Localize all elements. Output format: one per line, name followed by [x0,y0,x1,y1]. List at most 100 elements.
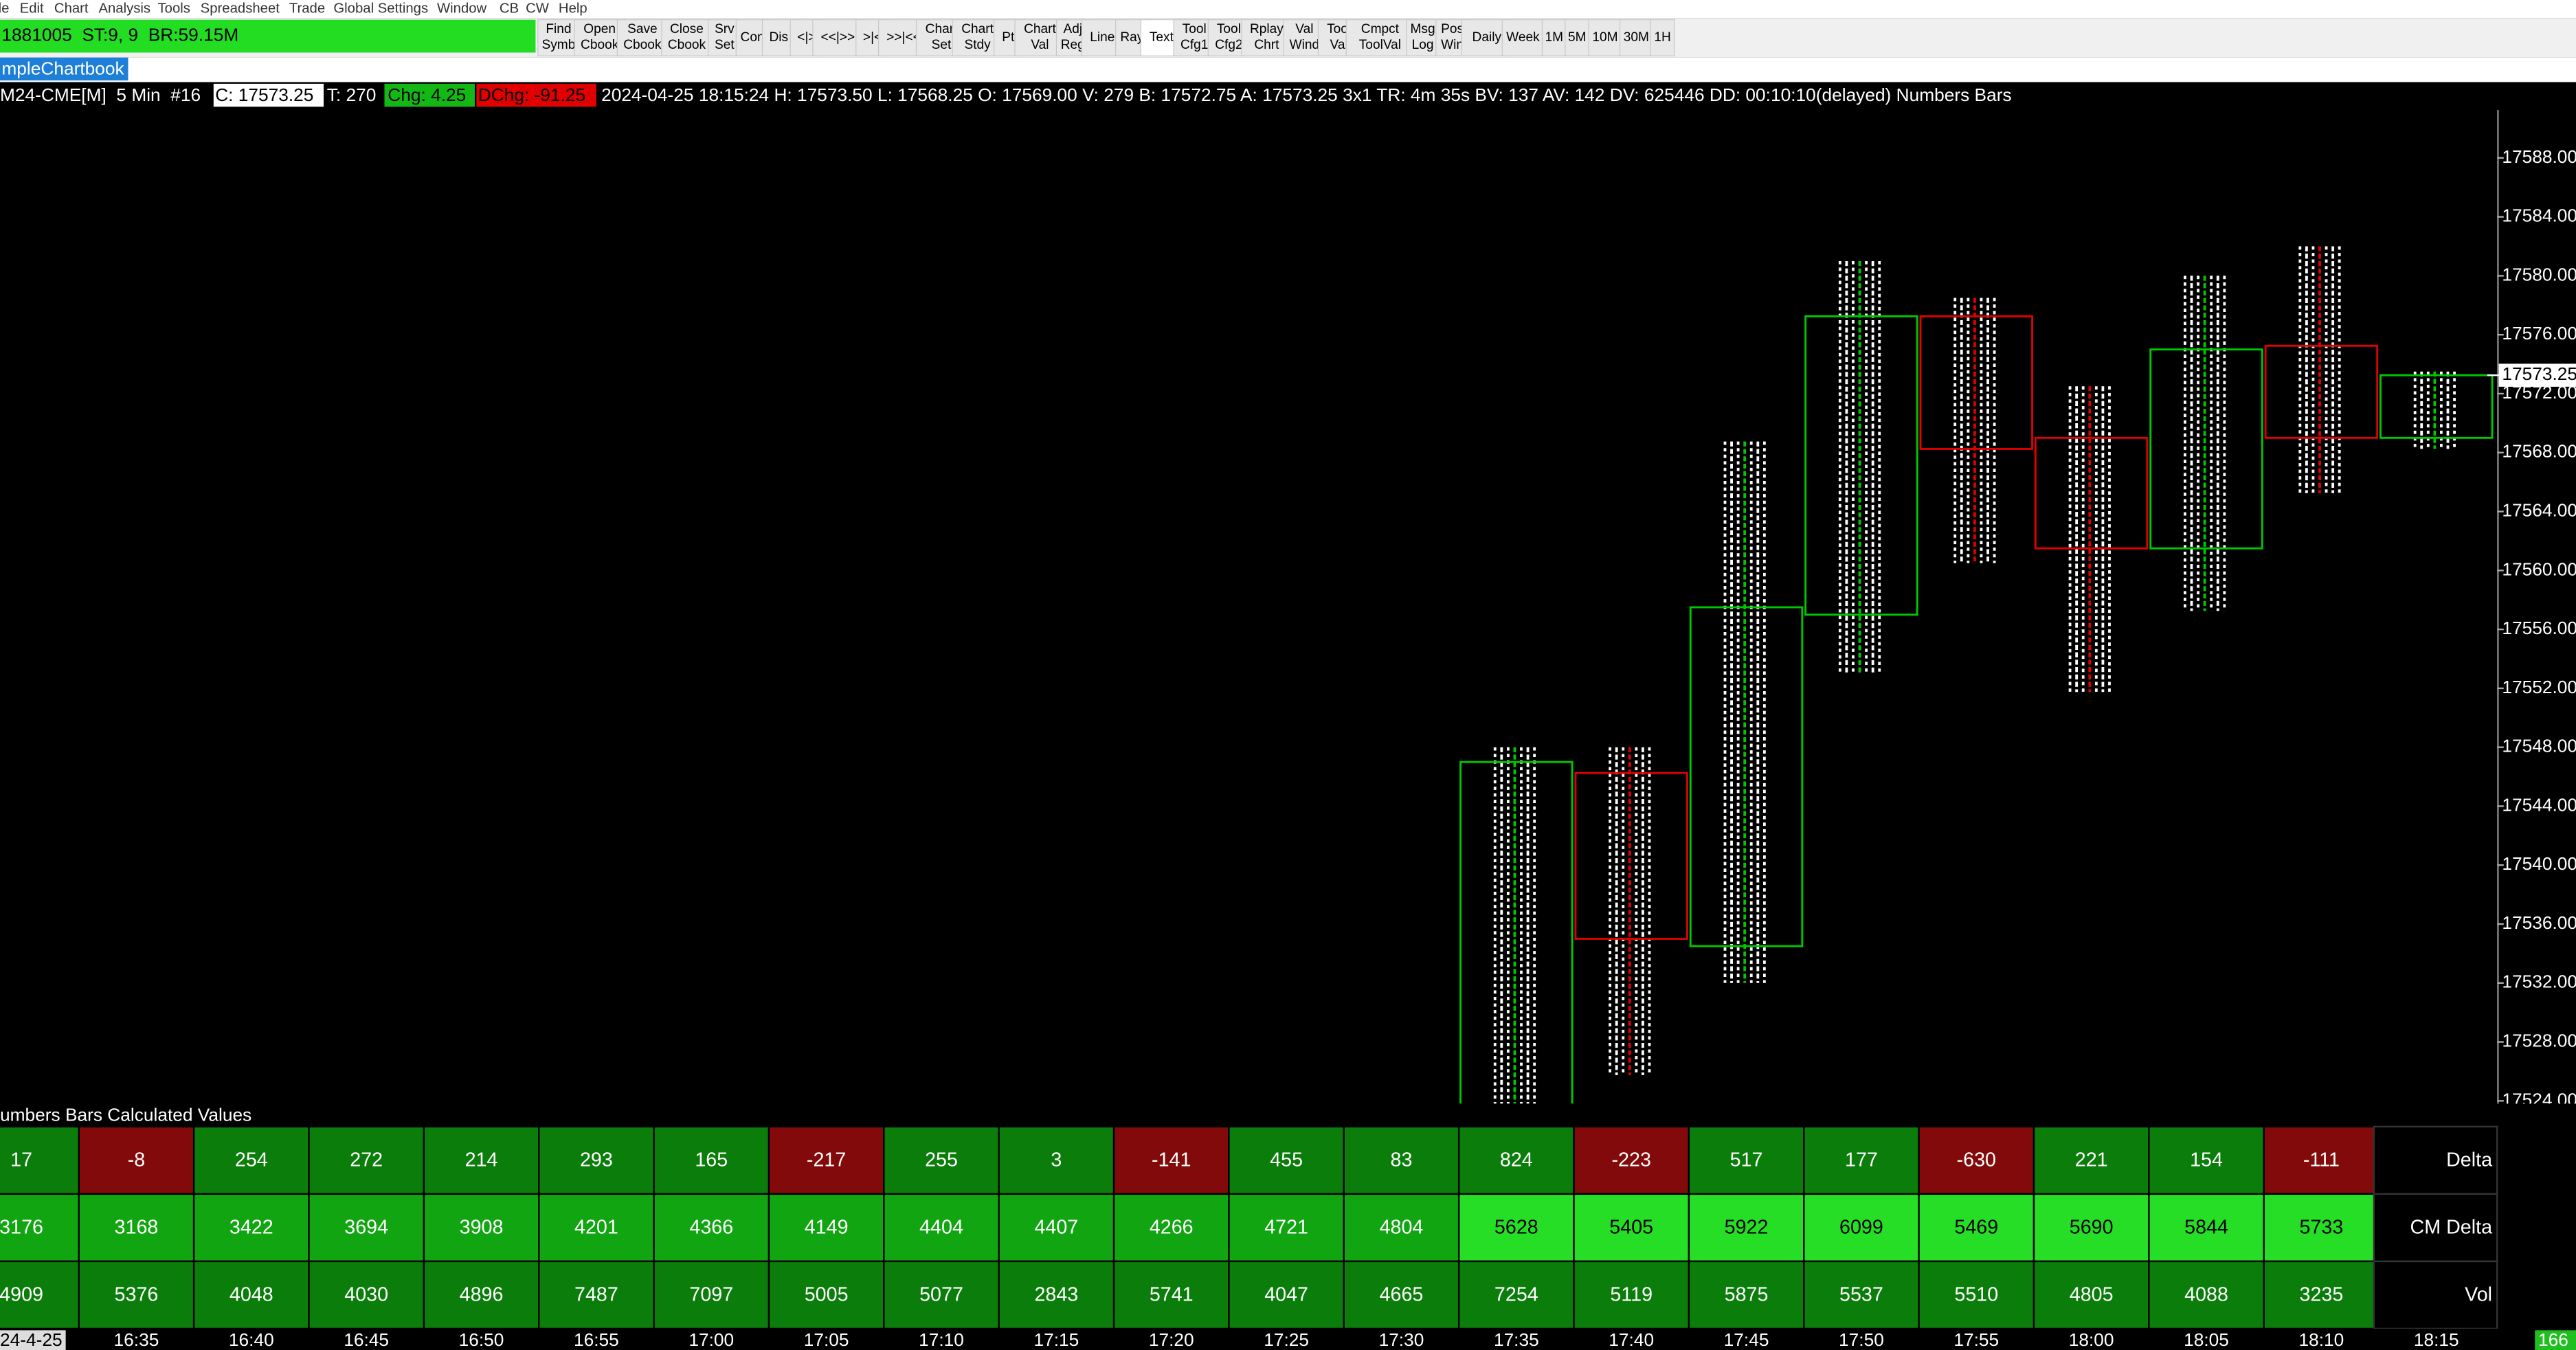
toolbar-button-label[interactable]: Text [1150,30,1174,45]
menu-item[interactable]: Chart [54,1,89,16]
menu-item[interactable]: Help [559,1,587,16]
menu-item[interactable]: CB [500,1,519,16]
menu-item[interactable]: le [0,1,9,16]
toolbar-button-label[interactable]: Chrt [1254,38,1279,52]
y-tick-label: 17588.00 [2502,146,2576,167]
toolbar-button-label[interactable]: Cfg1 [1180,38,1208,52]
toolbar-button-label[interactable]: 5M [1568,30,1587,45]
plot-area [1459,246,2494,1104]
table-cell-value: 5844 [2184,1217,2228,1239]
toolbar-button-label[interactable]: 1H [1654,30,1670,45]
toolbar-button-label[interactable]: Val [1330,38,1348,52]
table-cell-value: 254 [235,1149,268,1171]
toolbar-button-label[interactable]: Srv [715,22,735,36]
toolbar-button-label[interactable]: Dis [770,30,789,45]
toolbar-button-label[interactable]: 10M [1592,30,1617,45]
menu-item[interactable]: Edit [20,1,44,16]
toolbar-button-label[interactable]: Symb [541,38,575,52]
toolbar-button[interactable] [1501,19,1545,56]
x-tick-label: 17:30 [1379,1329,1424,1350]
toolbar-button-label[interactable]: Chart [961,22,994,36]
toolbar-button[interactable] [812,19,864,56]
table-cell [423,1260,540,1330]
y-tick-label: 17584.00 [2502,205,2576,226]
toolbar-button-label[interactable]: Set [715,38,735,52]
table-cell-value: 4407 [1034,1217,1078,1239]
toolbar-button-label[interactable]: Wind [1290,38,1320,52]
y-tick-label: 17568.00 [2502,441,2576,462]
toolbar-button-label[interactable]: >>|<< [886,30,921,45]
header-ticks: T: 270 [327,85,377,105]
toolbar-button-label[interactable]: <|> [797,30,816,45]
toolbar-button-label[interactable]: >|< [863,30,882,45]
toolbar-button-label[interactable]: Daily [1472,30,1502,45]
toolbar-button[interactable] [1345,19,1415,56]
table-cell [883,1125,1000,1195]
menu-item[interactable]: CW [526,1,550,16]
y-tick-label: 17544.00 [2502,794,2576,815]
toolbar-button-label[interactable]: Pos [1441,22,1464,36]
menu-item[interactable]: Analysis [98,1,150,16]
table-cell-value: 4088 [2184,1284,2228,1306]
toolbar-button-label[interactable]: Adj [1063,22,1082,36]
toolbar-button[interactable] [661,19,713,56]
toolbar-button-label[interactable]: Reg [1061,38,1085,52]
status-field [0,19,536,53]
toolbar-button-label[interactable]: Cbook [581,38,619,52]
menu-item[interactable]: Spreadsheet [201,1,280,16]
toolbar-button-label[interactable]: Close [670,22,704,36]
toolbar-button-label[interactable]: Chart [1024,22,1056,36]
menu-item[interactable]: Tools [158,1,190,16]
toolbar-button[interactable] [1565,19,1590,56]
toolbar-button-label[interactable]: Tool [1183,22,1207,36]
toolbar-button-label[interactable]: Tool [1327,22,1351,36]
menu-item[interactable]: Window [437,1,487,16]
toolbar-button-label[interactable]: Rplay [1250,22,1284,36]
toolbar-button-label[interactable]: Ray [1120,30,1143,45]
toolbar-button-label[interactable]: Cmpct [1361,22,1400,36]
toolbar-button[interactable] [1541,19,1567,56]
toolbar-button[interactable] [1588,19,1622,56]
toolbar-button-label[interactable]: Stdy [964,38,991,52]
table-title: umbers Bars Calculated Values [0,1104,251,1125]
toolbar-button-label[interactable]: Win [1441,38,1464,52]
toolbar-button-label[interactable]: Log [1412,38,1434,52]
toolbar-button-label[interactable]: Chart [926,22,958,36]
toolbar-button[interactable] [616,19,668,56]
toolbar-button-label[interactable]: Open [583,22,616,36]
toolbar-button[interactable] [1650,19,1675,56]
toolbar-button-label[interactable]: Cbook [623,38,662,52]
toolbar-button-label[interactable]: Con [741,30,765,45]
toolbar-button-label[interactable]: ToolVal [1359,38,1401,52]
toolbar-button-label[interactable]: Line [1090,30,1115,45]
table-cell [1573,1193,1690,1263]
x-tick-label: 16:50 [459,1329,504,1350]
table-cell-value: 3694 [344,1217,388,1239]
row-label: Delta [2446,1149,2492,1171]
toolbar-button[interactable] [537,19,580,56]
menu-item[interactable]: Global Settings [333,1,428,16]
toolbar-button-label[interactable]: Week [1506,30,1540,45]
chartbook-tab-label[interactable]: mpleChartbook [1,58,124,79]
toolbar-button-label[interactable]: Val [1295,22,1313,36]
toolbar-button-label[interactable]: <<|>> [821,30,855,45]
toolbar-button[interactable] [1406,19,1440,56]
toolbar-button-label[interactable]: Msg [1411,22,1435,36]
table-cell [538,1260,655,1330]
toolbar-button-label[interactable]: 30M [1624,30,1649,45]
toolbar-button-label[interactable]: Find [546,22,571,36]
toolbar-button[interactable] [574,19,625,56]
toolbar-button-label[interactable]: Cfg2 [1215,38,1242,52]
toolbar-button-label[interactable]: 1M [1545,30,1564,45]
row-label: CM Delta [2410,1217,2493,1239]
table-cell-value: 5537 [1839,1284,1883,1306]
toolbar-button-label[interactable]: Save [627,22,658,36]
toolbar-button-label[interactable]: Val [1031,38,1049,52]
table-cell-value: 4201 [574,1217,618,1239]
chartbook-tab[interactable] [0,57,128,81]
toolbar-button-label[interactable]: Cbook [668,38,706,52]
toolbar-button-label[interactable]: Tool [1217,22,1241,36]
toolbar-button-label[interactable]: Set [932,38,952,52]
table-cell [1688,1260,1805,1330]
menu-item[interactable]: Trade [289,1,325,16]
